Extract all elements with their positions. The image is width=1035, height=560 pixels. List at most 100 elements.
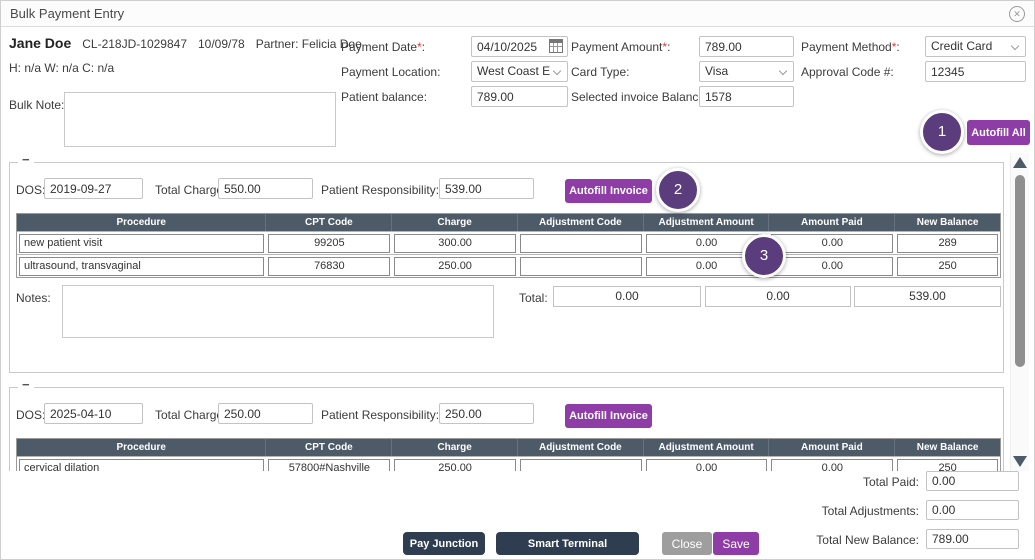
vertical-scrollbar[interactable] [1010, 153, 1029, 471]
invoice-section-2: − DOS: Total Charge: Patient Responsibil… [9, 378, 1004, 471]
notes-textarea[interactable] [62, 285, 494, 338]
dialog-titlebar: Bulk Payment Entry ✕ [1, 1, 1034, 27]
patient-responsibility-input[interactable] [439, 178, 534, 199]
procedure-cell: cervical dilation [19, 459, 265, 471]
collapse-section-icon[interactable]: − [18, 153, 34, 167]
procedure-table-header: Procedure CPT Code Charge Adjustment Cod… [17, 439, 1000, 456]
col-cpt-code: CPT Code [266, 439, 393, 456]
dialog-title: Bulk Payment Entry [10, 6, 125, 21]
step-3-badge: 3 [742, 234, 786, 278]
col-amount-paid: Amount Paid [769, 439, 896, 456]
total-amount-paid: 0.00 [705, 286, 851, 307]
col-cpt-code: CPT Code [266, 214, 393, 231]
selected-invoice-balance-input[interactable] [699, 86, 794, 107]
patient-balance-label: Patient balance: [341, 90, 428, 104]
patient-responsibility-label: Patient Responsibility: [321, 408, 440, 422]
total-charge-input[interactable] [218, 403, 313, 424]
adjustment-code-cell[interactable] [519, 459, 642, 471]
adjustment-code-cell[interactable] [519, 257, 642, 276]
step-2-badge: 2 [656, 168, 700, 212]
col-procedure: Procedure [17, 439, 267, 456]
procedure-table: Procedure CPT Code Charge Adjustment Cod… [16, 438, 1001, 471]
close-icon[interactable]: ✕ [1009, 6, 1025, 22]
total-adjustments-input[interactable] [926, 500, 1019, 520]
dos-input[interactable] [44, 403, 143, 424]
approval-code-input[interactable] [925, 61, 1026, 82]
payment-date-label: Payment Date*: [341, 40, 426, 54]
col-new-balance: New Balance [916, 217, 979, 228]
table-row: ultrasound, transvaginal 76830 250.00 0.… [17, 254, 1000, 277]
autofill-all-button[interactable]: Autofill All [967, 120, 1030, 145]
scrollbar-thumb[interactable] [1015, 175, 1025, 367]
approval-code-label: Approval Code #: [801, 65, 894, 79]
payment-amount-label: Payment Amount*: [571, 40, 671, 54]
autofill-invoice-button[interactable]: Autofill Invoice [565, 404, 652, 428]
payment-date-input[interactable] [471, 36, 568, 57]
cpt-code-cell: 76830 [268, 257, 391, 276]
cpt-code-cell: 57800#Nashville [268, 459, 391, 471]
pay-junction-button[interactable]: Pay Junction [403, 532, 485, 555]
scroll-down-icon[interactable] [1013, 456, 1027, 467]
adjustment-amount-cell[interactable]: 0.00 [645, 459, 768, 471]
col-adjustment-amount: Adjustment Amount [644, 439, 770, 456]
payment-location-select[interactable]: West Coast E [471, 61, 568, 82]
scroll-up-icon[interactable] [1013, 157, 1027, 168]
dos-label: DOS: [16, 408, 46, 422]
patient-responsibility-input[interactable] [439, 403, 534, 424]
procedure-table: Procedure CPT Code Charge Adjustment Cod… [16, 213, 1001, 278]
invoice-scroll-area: − DOS: Total Charge: Patient Responsibil… [1, 153, 1009, 471]
bulk-note-textarea[interactable] [64, 92, 336, 147]
col-new-balance: New Balance [916, 442, 979, 453]
table-row: new patient visit 99205 300.00 0.00 0.00… [17, 231, 1000, 254]
amount-paid-cell[interactable]: 0.00 [771, 234, 894, 253]
charge-cell: 250.00 [394, 459, 516, 471]
save-button[interactable]: Save [713, 532, 759, 555]
close-button[interactable]: Close [662, 532, 712, 555]
patient-partner: Partner: Felicia Doe [255, 37, 362, 51]
invoice-section-1: − DOS: Total Charge: Patient Responsibil… [9, 153, 1004, 373]
calendar-icon[interactable] [549, 39, 563, 53]
amount-paid-cell[interactable]: 0.00 [771, 257, 894, 276]
amount-paid-cell[interactable]: 0.00 [771, 459, 894, 471]
patient-header: Jane Doe CL-218JD-1029847 10/09/78 Partn… [9, 35, 362, 51]
patient-balance-input[interactable] [471, 86, 568, 107]
patient-name: Jane Doe [9, 35, 72, 51]
total-paid-input[interactable] [926, 471, 1019, 491]
patient-dob: 10/09/78 [198, 37, 245, 51]
procedure-cell: ultrasound, transvaginal [19, 257, 265, 276]
chevron-down-icon [778, 66, 788, 76]
adjustment-amount-cell[interactable]: 0.00 [645, 234, 768, 253]
chevron-down-icon [552, 66, 562, 76]
autofill-invoice-button[interactable]: Autofill Invoice [565, 179, 652, 203]
notes-label: Notes: [16, 291, 51, 305]
dos-input[interactable] [44, 178, 143, 199]
total-new-balance-input[interactable] [926, 529, 1019, 549]
dos-label: DOS: [16, 183, 46, 197]
payment-amount-input[interactable] [699, 36, 794, 57]
collapse-section-icon[interactable]: − [18, 378, 34, 392]
total-new-balance: 539.00 [854, 286, 1001, 307]
adjustment-amount-cell[interactable]: 0.00 [645, 257, 768, 276]
new-balance-cell: 289 [897, 234, 999, 253]
total-adjustment-amount: 0.00 [553, 286, 701, 307]
new-balance-cell: 250 [897, 257, 999, 276]
card-type-label: Card Type: [571, 65, 630, 79]
total-charge-input[interactable] [218, 178, 313, 199]
selected-invoice-balance-label: Selected invoice Balance: [571, 90, 708, 104]
payment-method-select[interactable]: Credit Card [925, 36, 1026, 57]
col-amount-paid: Amount Paid [769, 214, 896, 231]
adjustment-code-cell[interactable] [519, 234, 642, 253]
col-procedure: Procedure [17, 214, 267, 231]
procedure-cell: new patient visit [19, 234, 265, 253]
charge-cell: 300.00 [394, 234, 516, 253]
card-type-select[interactable]: Visa [699, 61, 794, 82]
patient-chart-id: CL-218JD-1029847 [82, 37, 187, 51]
smart-terminal-button[interactable]: Smart Terminal [496, 532, 639, 555]
total-label: Total: [519, 291, 548, 305]
total-new-balance-label: Total New Balance: [816, 533, 919, 547]
step-1-badge: 1 [920, 110, 964, 154]
cpt-code-cell: 99205 [268, 234, 391, 253]
chevron-down-icon [1010, 41, 1020, 51]
new-balance-cell: 250 [897, 459, 999, 471]
